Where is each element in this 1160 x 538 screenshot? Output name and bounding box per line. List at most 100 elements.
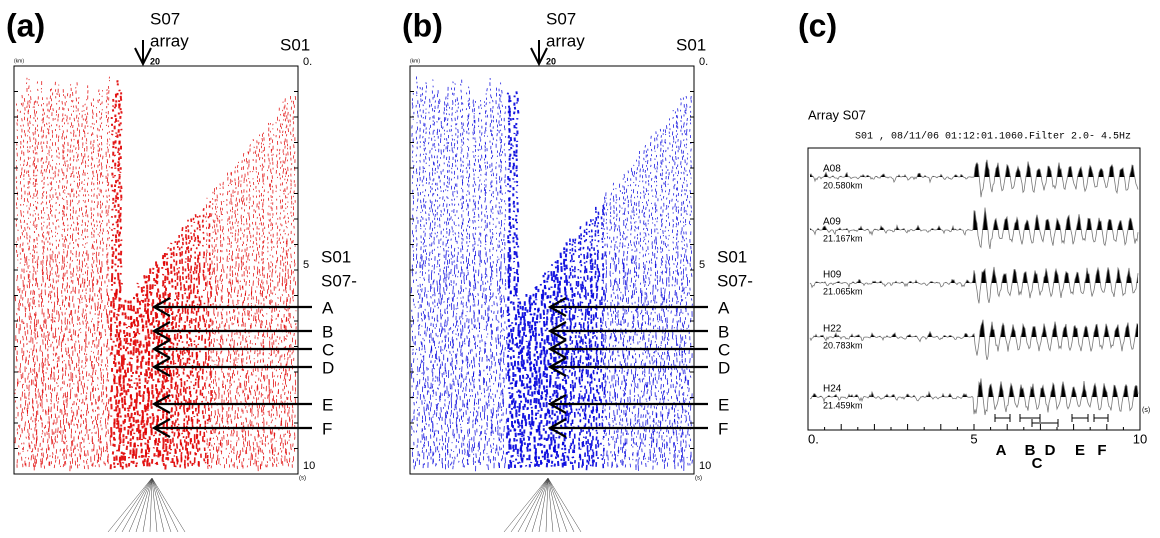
seismic-trace	[214, 186, 220, 465]
seismic-trace	[56, 84, 61, 468]
seismic-trace	[514, 91, 521, 465]
seismic-trace	[196, 215, 202, 467]
seismic-trace	[218, 183, 224, 466]
seismic-trace	[435, 90, 441, 467]
phase-arrow	[547, 321, 708, 341]
phase-window	[1093, 414, 1109, 422]
seismic-trace	[27, 78, 33, 468]
phase-label: F	[1097, 442, 1106, 459]
seismic-trace	[450, 81, 455, 465]
seismic-trace	[138, 286, 145, 464]
seismic-trace	[53, 81, 59, 469]
seismic-trace	[494, 87, 500, 467]
station-fan	[547, 477, 568, 533]
waveform	[809, 378, 1139, 416]
seismic-trace	[123, 299, 130, 468]
seismic-trace	[191, 214, 198, 465]
station-fan	[135, 477, 153, 533]
station-fan	[151, 477, 186, 533]
seismic-trace	[452, 83, 458, 470]
seismic-trace	[629, 167, 635, 468]
time-tick: 0.	[808, 431, 819, 446]
seismic-trace	[624, 170, 630, 468]
seismic-trace	[488, 77, 493, 464]
seismic-trace	[247, 144, 253, 466]
seismic-trace	[61, 95, 67, 466]
seismic-trace	[683, 95, 690, 466]
trace-distance: 21.065km	[823, 286, 863, 296]
seismic-trace	[112, 93, 119, 469]
station-fan	[547, 477, 582, 533]
seismic-trace	[634, 159, 640, 470]
phase-arrow	[151, 394, 312, 414]
phase-label: B	[322, 322, 333, 341]
seismic-trace	[614, 187, 620, 468]
seismic-trace	[595, 211, 602, 467]
time-tick: 5	[699, 259, 705, 271]
distance-tick: 20	[546, 56, 556, 66]
seismic-trace	[227, 171, 233, 468]
seismic-trace	[285, 103, 291, 467]
seismic-trace	[277, 107, 283, 464]
seismic-trace	[239, 160, 244, 468]
seismic-trace	[224, 172, 231, 464]
seismic-trace	[549, 264, 556, 467]
station-fan	[142, 477, 153, 533]
trace-distance: 20.580km	[823, 180, 863, 190]
seismic-trace	[604, 192, 610, 467]
time-tick: 0.	[699, 56, 708, 68]
station-fan	[114, 477, 153, 533]
record-section	[410, 76, 693, 472]
seismic-trace	[146, 268, 153, 467]
seismic-trace	[460, 102, 466, 468]
seismic-trace	[502, 106, 508, 469]
phase-window	[1019, 414, 1041, 422]
side-label: S07-	[717, 271, 753, 290]
trace-name: A09	[823, 217, 841, 228]
phase-label: E	[1075, 442, 1085, 459]
phase-label: D	[718, 358, 730, 377]
seismic-trace	[498, 82, 504, 469]
seismic-trace	[99, 90, 105, 465]
seismic-trace	[164, 247, 171, 470]
distance-unit: (km)	[410, 58, 420, 64]
seismic-trace	[280, 101, 286, 466]
distance-tick: 20	[150, 56, 160, 66]
seismic-trace	[643, 145, 648, 467]
seismic-trace	[646, 148, 651, 463]
trace-name: H24	[823, 384, 842, 395]
seismic-trace	[675, 108, 681, 467]
seismic-trace	[105, 76, 112, 463]
array-arrow	[134, 40, 152, 67]
station-fan	[524, 477, 549, 533]
seismic-trace	[540, 274, 547, 464]
seismic-trace	[89, 102, 95, 467]
station-fan	[107, 477, 153, 533]
panel-label: (c)	[798, 7, 837, 43]
seismic-trace	[265, 122, 271, 468]
phase-arrow	[151, 418, 312, 438]
seismic-trace	[18, 94, 24, 468]
phase-label: B	[1025, 442, 1036, 459]
seismic-trace	[578, 226, 584, 468]
time-tick: 10	[1133, 431, 1147, 446]
station-label: S01	[676, 35, 706, 54]
waveform-fill	[810, 207, 1138, 230]
seismic-trace	[244, 151, 250, 468]
seismic-trace	[589, 219, 595, 467]
seismic-trace	[14, 103, 20, 468]
waveform	[809, 159, 1139, 198]
seismic-trace	[25, 77, 30, 467]
station-fan	[547, 477, 575, 533]
seismic-trace	[687, 95, 693, 466]
seismic-trace	[41, 102, 47, 469]
seismic-trace	[274, 116, 279, 467]
trace-distance: 21.459km	[823, 400, 863, 410]
station-fan	[547, 477, 561, 533]
station-fan	[547, 477, 554, 533]
time-tick: 5	[970, 431, 977, 446]
waveform	[809, 207, 1139, 249]
plot-frame	[13, 65, 299, 475]
seismic-trace	[50, 88, 56, 465]
